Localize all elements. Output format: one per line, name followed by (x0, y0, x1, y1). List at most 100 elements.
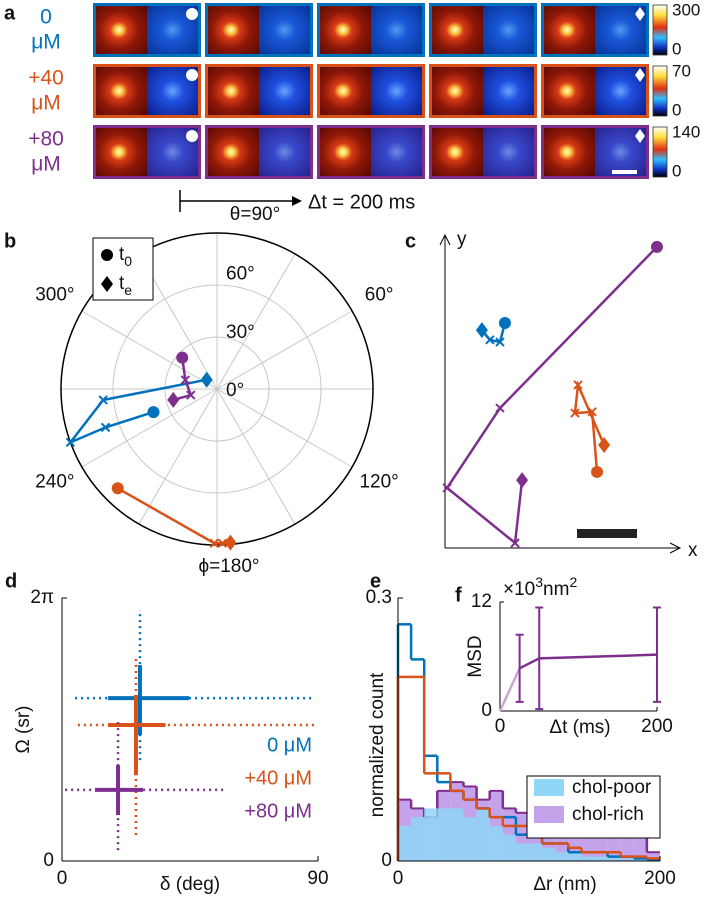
marker-x (209, 538, 220, 548)
marker-start (591, 465, 604, 478)
scale-bar (577, 529, 637, 538)
legend-sub: e (124, 282, 132, 298)
y-arrow (439, 233, 451, 246)
image-blue (371, 6, 422, 54)
hist-bar (411, 817, 425, 861)
hist-bar (620, 858, 634, 861)
marker-x (485, 335, 495, 345)
hist-bar (581, 856, 595, 861)
marker-x (217, 538, 228, 548)
image-red (320, 6, 371, 54)
hist-bar (555, 852, 569, 861)
row-label: +80 (28, 128, 64, 151)
hist-bar (633, 834, 647, 861)
error-bar (535, 606, 544, 711)
trajectory (117, 487, 231, 545)
end-diamond (635, 7, 645, 21)
marker-end (475, 322, 488, 339)
spoke (81, 388, 218, 468)
spoke (216, 310, 353, 390)
hist-bar (489, 825, 503, 861)
angle-tick-label: 120° (359, 472, 398, 493)
hist-bar (476, 808, 490, 861)
start-dot (186, 69, 198, 81)
row-label: +40 (28, 67, 64, 90)
x-axis-label: Δr (nm) (533, 874, 596, 895)
y-tick-label: 0 (481, 700, 492, 721)
marker-start (176, 351, 189, 364)
angle-tick-label: 60° (365, 284, 394, 305)
colorbar (652, 4, 668, 56)
hist-bar (450, 808, 464, 861)
legend-entry: chol-rich (572, 804, 644, 825)
panel-label: d (5, 570, 17, 592)
x-tick-label: 0 (393, 868, 404, 889)
hist-bar (633, 859, 647, 861)
legend-sub: 0 (124, 253, 132, 269)
image-red (544, 128, 595, 176)
panel-label: b (4, 230, 16, 252)
image-blue (483, 67, 534, 115)
marker-end (167, 391, 180, 408)
ring (112, 284, 322, 494)
image-red (96, 128, 147, 176)
marker-end (516, 472, 529, 489)
image-blue (259, 67, 310, 115)
y-axis-label: normalized count (367, 672, 388, 817)
x-tick-label: 200 (644, 868, 676, 889)
marker-start (498, 316, 511, 329)
legend-box (92, 237, 154, 301)
legend-entry: +40 μM (244, 767, 312, 789)
hist-bar (463, 817, 477, 861)
hist-bar (424, 808, 438, 861)
marker-x (98, 395, 108, 405)
end-diamond (635, 68, 645, 82)
scale-bar (612, 170, 637, 174)
legend-swatch (534, 806, 564, 823)
x-axis-label: x (688, 540, 698, 561)
marker-end (598, 437, 611, 454)
spoke (138, 388, 218, 525)
colorbar-label: 140 (672, 122, 700, 141)
marker-start (650, 240, 663, 253)
hist-bar (568, 852, 582, 861)
y-axis-label: MSD (465, 635, 486, 677)
marker-end (224, 534, 237, 551)
marker-x (186, 390, 196, 400)
origin-segment (498, 667, 521, 712)
image-blue (259, 6, 310, 54)
x-arrow (669, 542, 682, 554)
legend-entry: +80 μM (244, 800, 312, 822)
colorbar-label: 70 (672, 61, 691, 80)
image-red (320, 128, 371, 176)
panel-label: e (370, 570, 381, 592)
image-blue (483, 128, 534, 176)
marker-x (495, 403, 505, 413)
r-tick-label: 0° (226, 380, 244, 401)
hist-bar (529, 843, 543, 861)
row-label: μM (31, 92, 61, 115)
image-blue (483, 6, 534, 54)
marker-x (573, 380, 583, 390)
legend-text: te (119, 273, 132, 298)
phi-label: ϕ=180° (198, 556, 259, 577)
marker-x (100, 422, 111, 433)
image-blue (259, 128, 310, 176)
y-tick-label: 0 (43, 850, 54, 871)
x-tick-label: 200 (641, 716, 673, 737)
colorbar-label: 0 (672, 100, 681, 119)
hist-bar (502, 834, 516, 861)
hist-bar (437, 808, 451, 861)
end-diamond (635, 129, 645, 143)
colorbar-label: 300 (672, 0, 700, 19)
row-label: μM (31, 31, 61, 54)
r-tick-label: 60° (226, 264, 255, 285)
interval-label: Δt = 200 ms (308, 191, 415, 213)
spoke (81, 310, 218, 390)
start-dot (186, 130, 198, 142)
marker-x (587, 407, 597, 417)
spoke (216, 253, 296, 390)
unit-prefix: ×10 (503, 579, 535, 600)
colorbar (652, 126, 668, 178)
